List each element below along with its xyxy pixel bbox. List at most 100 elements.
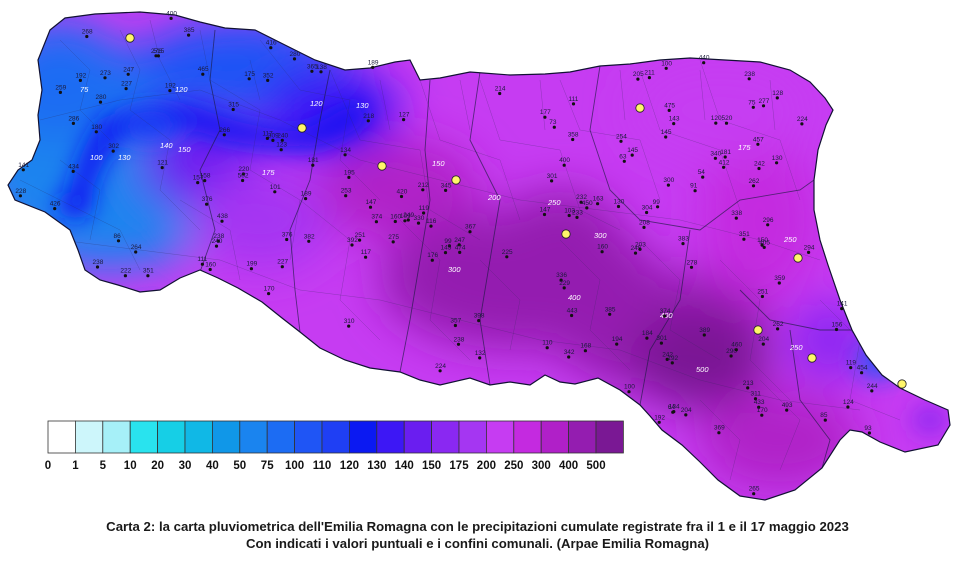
legend-swatch <box>568 420 597 454</box>
station-value: 103 <box>564 208 575 215</box>
station-dot <box>374 220 378 224</box>
station-dot <box>729 354 733 358</box>
station-value: 224 <box>435 363 446 370</box>
station-value: 224 <box>797 116 808 123</box>
station-dot <box>266 78 270 82</box>
station-value: 352 <box>263 72 274 79</box>
station-dot <box>371 65 375 69</box>
legend-swatch <box>129 420 158 454</box>
map-caption: Carta 2: la carta pluviometrica dell'Emi… <box>0 518 955 552</box>
station-dot <box>734 216 738 220</box>
station-value: 278 <box>687 259 698 266</box>
station-dot <box>358 238 362 242</box>
station-dot <box>85 34 89 39</box>
legend-tick-label: 300 <box>532 460 551 472</box>
legend-swatch <box>513 420 542 454</box>
legend-tick-label: 150 <box>422 460 441 472</box>
station-value: 100 <box>661 60 672 67</box>
station-dot <box>71 121 75 125</box>
station-value: 290 <box>726 348 737 355</box>
station-dot <box>457 243 461 247</box>
station-dot <box>657 420 661 424</box>
station-value: 141 <box>18 162 29 169</box>
legend-swatch <box>294 420 323 454</box>
station-dot <box>160 166 164 170</box>
station-value: 502 <box>238 173 249 180</box>
station-dot <box>840 307 844 311</box>
station-value: 426 <box>50 201 61 208</box>
station-value: 212 <box>418 182 429 189</box>
station-value: 277 <box>759 98 770 105</box>
station-dot <box>453 323 457 328</box>
station-dot <box>304 197 308 201</box>
station-value: 91 <box>690 183 698 190</box>
station-value: 351 <box>739 231 750 238</box>
station-dot <box>71 169 75 173</box>
station-value: 158 <box>200 173 211 180</box>
station-value: 117 <box>361 249 372 256</box>
station-dot <box>231 107 235 112</box>
station-dot <box>672 410 676 414</box>
station-value: 222 <box>120 268 131 275</box>
station-value: 117 <box>262 130 273 137</box>
station-value: 160 <box>597 244 608 251</box>
station-dot <box>622 159 626 163</box>
station-dot <box>785 408 789 412</box>
station-dot <box>267 292 271 296</box>
station-dot <box>562 163 566 167</box>
isoline-labels: 75 100 120 130 140 150 175 200 250 300 4… <box>80 85 803 374</box>
station-dot <box>766 223 770 227</box>
station-dot <box>543 115 547 119</box>
station-dot <box>364 255 368 259</box>
station-dot <box>156 54 160 58</box>
station-dot <box>567 355 571 359</box>
station-value: 170 <box>264 286 275 293</box>
legend-swatch <box>431 420 460 454</box>
isoline-label: 120 <box>310 99 323 108</box>
station-dot <box>126 72 130 76</box>
rain-gauge-stations: 6318464547573858691101931091281211171201… <box>15 10 878 496</box>
station-dot <box>310 69 314 73</box>
station-value: 134 <box>669 404 680 411</box>
station-value: 405 <box>759 239 770 246</box>
station-dot <box>761 342 765 346</box>
station-dot <box>702 333 706 337</box>
station-dot <box>663 314 667 318</box>
station-value: 160 <box>390 214 401 221</box>
legend-swatch <box>376 420 405 454</box>
station-dot <box>638 247 642 251</box>
station-value: 457 <box>753 136 764 143</box>
station-dot <box>222 133 226 137</box>
isoline-label: 250 <box>789 343 803 352</box>
station-value: 253 <box>341 188 352 195</box>
station-value: 376 <box>282 232 293 239</box>
station-value: 168 <box>580 343 591 350</box>
station-value: 109 <box>400 213 411 220</box>
city-marker: Cesena <box>807 353 817 363</box>
station-value: 64 <box>668 404 676 411</box>
station-dot <box>103 76 107 80</box>
station-value: 121 <box>157 160 168 167</box>
station-dot <box>444 188 448 192</box>
station-dot <box>722 165 726 169</box>
station-dot <box>123 274 127 278</box>
station-value: 304 <box>642 205 653 212</box>
station-dot <box>664 135 668 139</box>
station-dot <box>776 327 780 331</box>
station-value: 310 <box>344 318 355 325</box>
station-value: 276 <box>151 48 162 55</box>
city-markers: Piacenza Parma Reggio Emilia Modena Bologna F… <box>125 33 907 389</box>
rainfall-map: 75 100 120 130 140 150 175 200 250 300 4… <box>7 10 951 501</box>
legend-tick-label: 500 <box>586 460 605 472</box>
station-dot <box>645 336 649 340</box>
station-value: 330 <box>414 215 425 222</box>
station-dot <box>285 237 289 242</box>
station-value: 228 <box>15 188 26 195</box>
station-dot <box>279 148 283 152</box>
station-value: 189 <box>368 59 379 66</box>
station-dot <box>575 215 579 219</box>
legend-tick-label: 400 <box>559 460 578 472</box>
station-value: 128 <box>772 90 783 97</box>
station-dot <box>280 138 284 142</box>
station-dot <box>761 104 766 108</box>
